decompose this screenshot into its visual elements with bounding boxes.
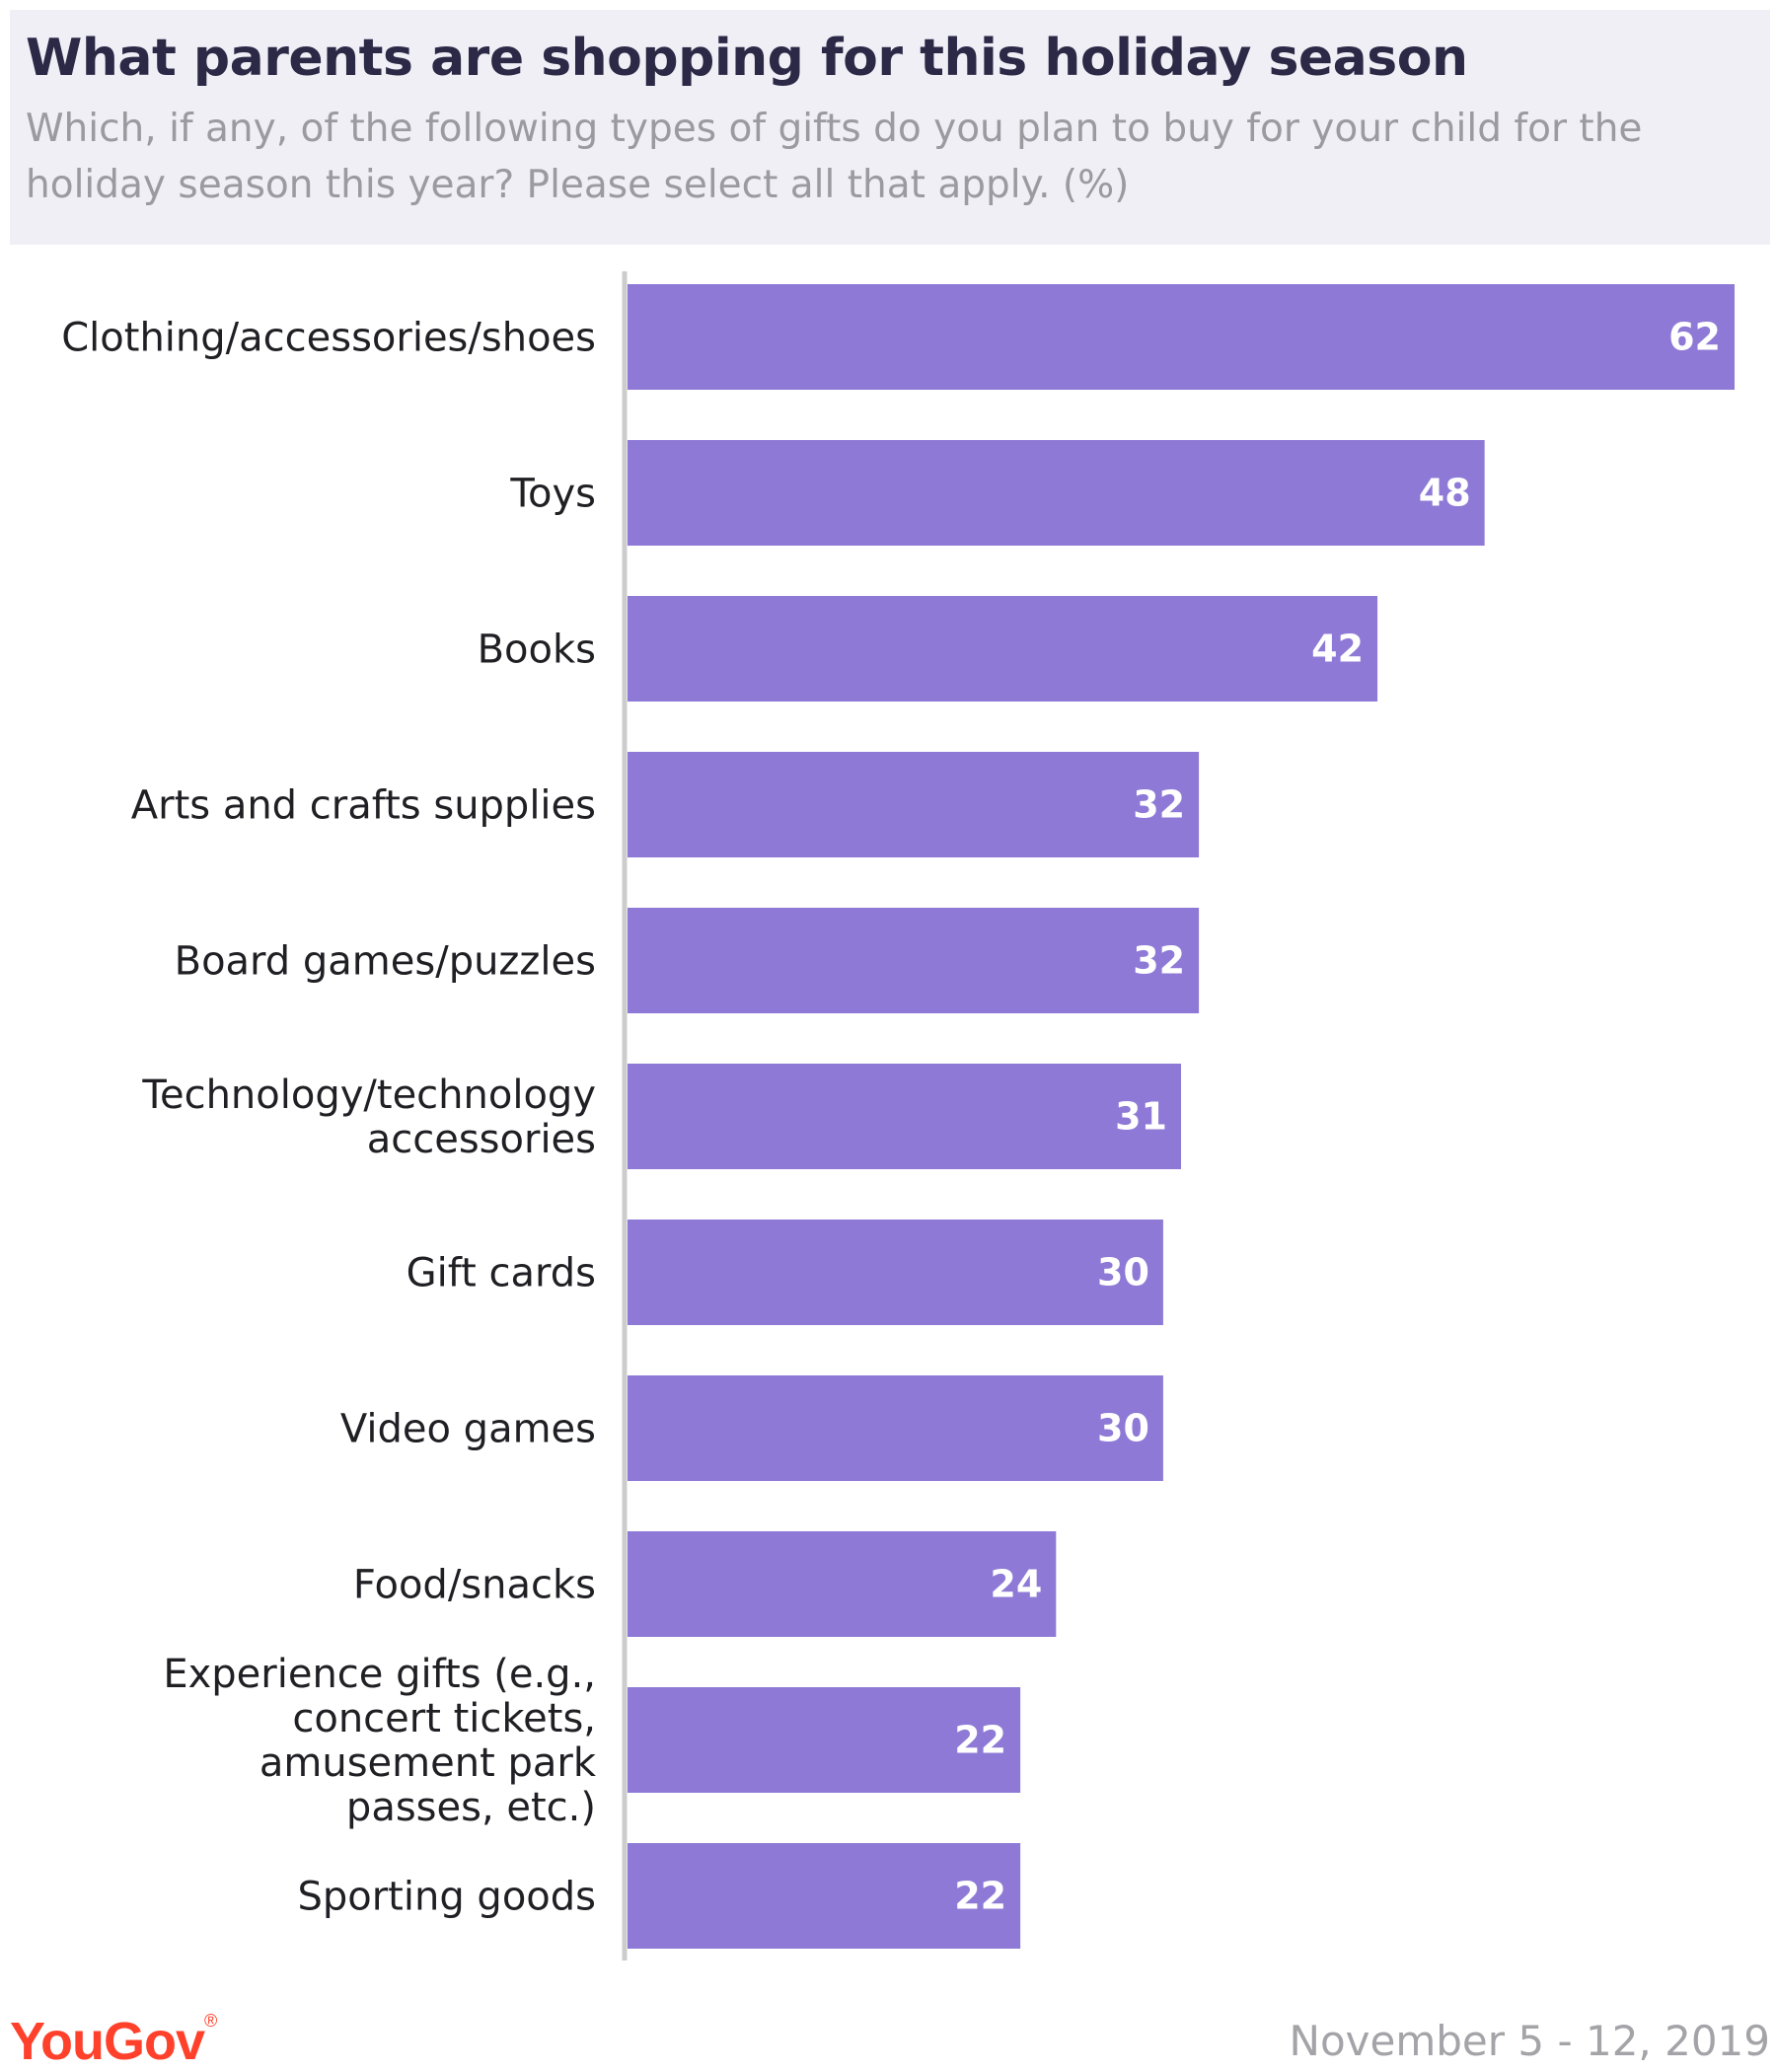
bar-value-label: 22 — [954, 1875, 1006, 1918]
category-label: Clothing/accessories/shoes — [61, 316, 596, 361]
bar-value-label: 32 — [1133, 939, 1185, 983]
category-label: Food/snacks — [353, 1563, 596, 1608]
category-label-line: Toys — [509, 472, 596, 517]
bar-chart: 62 Clothing/accessories/shoes 48 Toys 42 Book… — [61, 271, 1735, 1961]
bar — [628, 752, 1200, 857]
survey-date: November 5 - 12, 2019 — [1289, 2017, 1770, 2065]
bar — [628, 1375, 1163, 1481]
bar — [628, 1064, 1181, 1169]
registered-mark: ® — [204, 2011, 217, 2031]
bar-value-label: 30 — [1097, 1407, 1149, 1450]
category-label-line: Video games — [340, 1407, 596, 1452]
bar — [628, 284, 1735, 390]
category-label-line: Gift cards — [407, 1251, 596, 1296]
category-label-line: Clothing/accessories/shoes — [61, 316, 596, 361]
bar-value-label: 48 — [1419, 472, 1471, 515]
bar — [628, 1531, 1057, 1637]
category-label-line: Arts and crafts supplies — [131, 783, 596, 829]
bar-value-label: 24 — [990, 1563, 1042, 1606]
category-label: Video games — [340, 1407, 596, 1452]
category-label-line: amusement park — [259, 1740, 597, 1786]
bar — [628, 1843, 1021, 1949]
category-label: Gift cards — [407, 1251, 596, 1296]
bar-value-label: 62 — [1668, 316, 1721, 359]
bar-value-label: 32 — [1133, 783, 1185, 827]
category-label: Sporting goods — [297, 1875, 596, 1920]
yougov-logo: YouGov® — [10, 2011, 217, 2072]
chart-title: What parents are shopping for this holid… — [26, 29, 1468, 88]
bar — [628, 1220, 1163, 1325]
bar — [628, 596, 1378, 702]
category-label: Arts and crafts supplies — [131, 783, 596, 829]
category-label-line: concert tickets, — [292, 1696, 596, 1741]
bar-value-label: 30 — [1097, 1251, 1149, 1295]
category-label: Experience gifts (e.g., concert tickets, a… — [163, 1652, 596, 1830]
bar — [628, 1687, 1021, 1793]
category-label-line: Board games/puzzles — [175, 939, 596, 985]
category-label-line: Experience gifts (e.g., — [163, 1652, 596, 1697]
category-label-line: passes, etc.) — [346, 1785, 596, 1830]
category-label-line: Books — [478, 628, 596, 673]
bar-value-label: 22 — [954, 1719, 1006, 1762]
category-label: Board games/puzzles — [175, 939, 596, 985]
category-label-line: accessories — [367, 1117, 596, 1162]
category-label-line: Sporting goods — [297, 1875, 596, 1920]
category-label: Technology/technology accessories — [141, 1073, 596, 1162]
category-label: Toys — [509, 472, 596, 517]
bar-value-label: 31 — [1115, 1095, 1167, 1139]
chart-subtitle: Which, if any, of the following types of… — [26, 107, 1643, 207]
category-label-line: Food/snacks — [353, 1563, 596, 1608]
bar — [628, 440, 1485, 546]
chart-header: What parents are shopping for this holid… — [10, 10, 1770, 245]
bar-value-label: 42 — [1311, 628, 1364, 671]
bar — [628, 908, 1200, 1013]
category-label: Books — [478, 628, 596, 673]
brand-name: YouGov — [10, 2012, 205, 2071]
category-label-line: Technology/technology — [141, 1073, 596, 1118]
